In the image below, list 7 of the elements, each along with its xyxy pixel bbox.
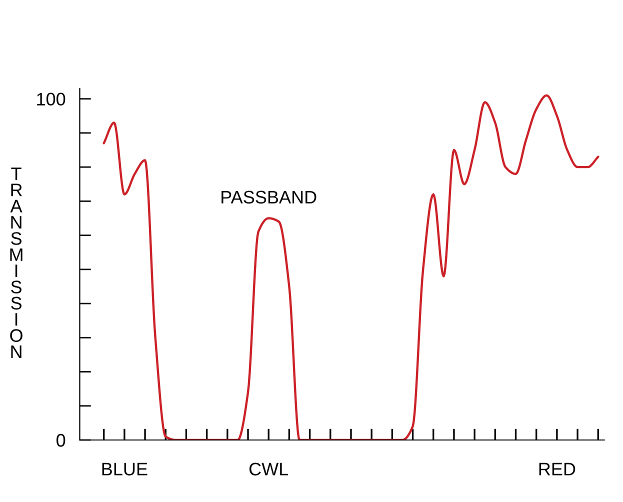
x-tick-label: RED bbox=[539, 462, 576, 476]
annotation: PASSBAND bbox=[222, 190, 316, 204]
x-tick-label: CWL bbox=[249, 462, 288, 476]
text: TRANSMISSION bbox=[10, 168, 22, 358]
y-tick-label: 100 bbox=[37, 92, 66, 106]
y-tick-label: 0 bbox=[56, 434, 66, 447]
x-tick-label: BLUE bbox=[102, 462, 148, 476]
